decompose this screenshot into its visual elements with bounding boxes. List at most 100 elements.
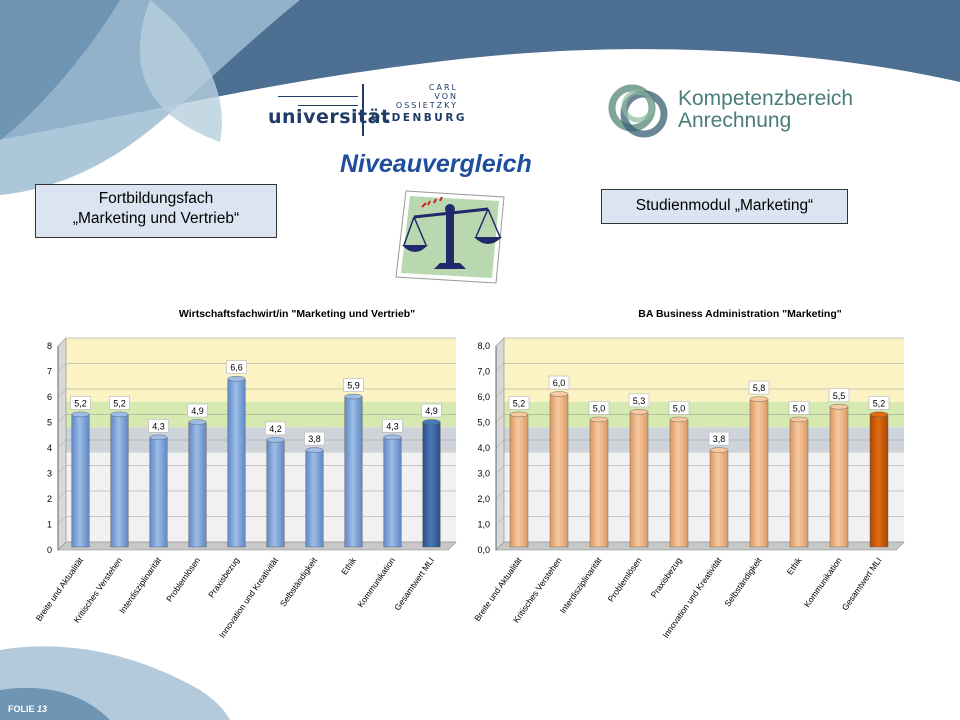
gridline (57, 439, 67, 449)
bar (709, 447, 729, 548)
bar-body (305, 449, 324, 548)
bar (110, 411, 129, 548)
bar (789, 416, 809, 548)
bar (227, 375, 246, 548)
data-label: 4,9 (425, 406, 438, 416)
bar (629, 409, 649, 548)
gridline (495, 414, 505, 423)
bar-cap (227, 375, 246, 382)
bar-cap (869, 411, 889, 418)
bar-cap (344, 393, 363, 400)
university-logo: CARL VON OSSIETZKY universität OLDENBURG (268, 84, 468, 140)
data-label: 4,2 (269, 424, 282, 434)
data-label: 5,0 (593, 404, 606, 414)
bar-cap (509, 411, 529, 418)
bar-body (829, 406, 849, 548)
data-label-box (828, 388, 850, 403)
bar (669, 416, 689, 548)
data-label-box (109, 396, 130, 410)
data-label-box (588, 401, 610, 415)
logo-divider (362, 84, 364, 136)
data-label-box (708, 431, 730, 446)
logo-oldenburg: OLDENBURG (371, 112, 468, 124)
bar-body (149, 437, 168, 548)
gridline (57, 363, 67, 372)
gridline (495, 490, 505, 500)
bar-cap (749, 396, 769, 402)
chart-title: BA Business Administration "Marketing" (638, 308, 841, 320)
left-label-box: Fortbildungsfach „Marketing und Vertrieb… (35, 184, 277, 238)
x-tick-label: Interdisziplinarität (117, 555, 163, 615)
y-tick-label: 8 (47, 341, 52, 351)
bar-body (629, 411, 649, 548)
data-label: 5,8 (753, 383, 766, 393)
gridline (57, 516, 67, 525)
bar-cap (383, 434, 402, 441)
data-label-box (343, 378, 364, 392)
data-label: 5,2 (513, 398, 526, 408)
y-tick-label: 5,0 (477, 418, 490, 428)
gridline (495, 439, 505, 449)
data-label-box (548, 375, 570, 390)
x-tick-label: Problemlösen (164, 555, 202, 604)
bar-body (188, 421, 207, 548)
bar-body (422, 421, 441, 548)
gridline (57, 490, 67, 500)
bar (149, 434, 168, 548)
y-tick-label: 1 (47, 520, 52, 530)
bar-cap (422, 419, 441, 425)
data-label: 6,0 (553, 378, 566, 388)
x-tick-label: Gesamtwert MLI (392, 555, 436, 612)
data-label-box (788, 401, 810, 415)
data-label-box (226, 360, 247, 375)
x-tick-label: Gesamtwert MLI (840, 555, 884, 612)
logo-ossietzky: OSSIETZKY (395, 101, 458, 110)
bar-cap (789, 416, 809, 423)
bar-cap (305, 447, 324, 453)
data-label: 6,6 (230, 363, 243, 373)
y-tick-label: 8,0 (477, 341, 490, 351)
data-label-box (382, 419, 403, 433)
logo-universitaet: universität (268, 106, 391, 128)
left-box-line1: Fortbildungsfach (98, 190, 214, 207)
bar-cap (629, 409, 649, 415)
data-label: 3,8 (308, 434, 321, 444)
slide-number-value: 13 (37, 704, 48, 714)
gridline (495, 337, 505, 347)
bar-body (110, 414, 129, 548)
bar-cap (188, 419, 207, 425)
bar-body (266, 439, 285, 548)
bar (869, 411, 889, 548)
bar (266, 437, 285, 548)
bar (749, 396, 769, 548)
data-label-box (304, 431, 325, 446)
gridline (495, 363, 505, 372)
page-title: Niveauvergleich (340, 150, 532, 178)
logo-kompetenz-line1: Kompetenzbereich (678, 87, 854, 110)
data-label-box (628, 393, 650, 408)
y-tick-label: 3,0 (477, 469, 490, 479)
bar-body (71, 414, 90, 548)
bar-cap (71, 411, 90, 418)
data-label-box (265, 421, 286, 436)
bar-body (669, 419, 689, 548)
logo-kompetenz-line2: Anrechnung (678, 109, 792, 132)
bar-body (344, 396, 363, 548)
bar-body (509, 414, 529, 548)
x-tick-label: Kommunikation (355, 555, 397, 609)
data-label: 5,2 (74, 398, 87, 408)
bar-body (749, 398, 769, 548)
bar (589, 416, 609, 548)
bar (344, 393, 363, 548)
y-tick-label: 6,0 (477, 392, 490, 402)
bar-body (227, 378, 246, 548)
x-tick-label: Problemlösen (606, 555, 644, 604)
data-label-box (70, 396, 91, 410)
slide-prefix: FOLIE (8, 704, 35, 714)
logo-carl: CARL (428, 83, 458, 92)
y-tick-label: 0,0 (477, 545, 490, 555)
x-tick-label: Selbständigkeit (722, 555, 764, 608)
y-tick-label: 5 (47, 418, 52, 428)
right-label-box: Studienmodul „Marketing“ (601, 189, 848, 224)
